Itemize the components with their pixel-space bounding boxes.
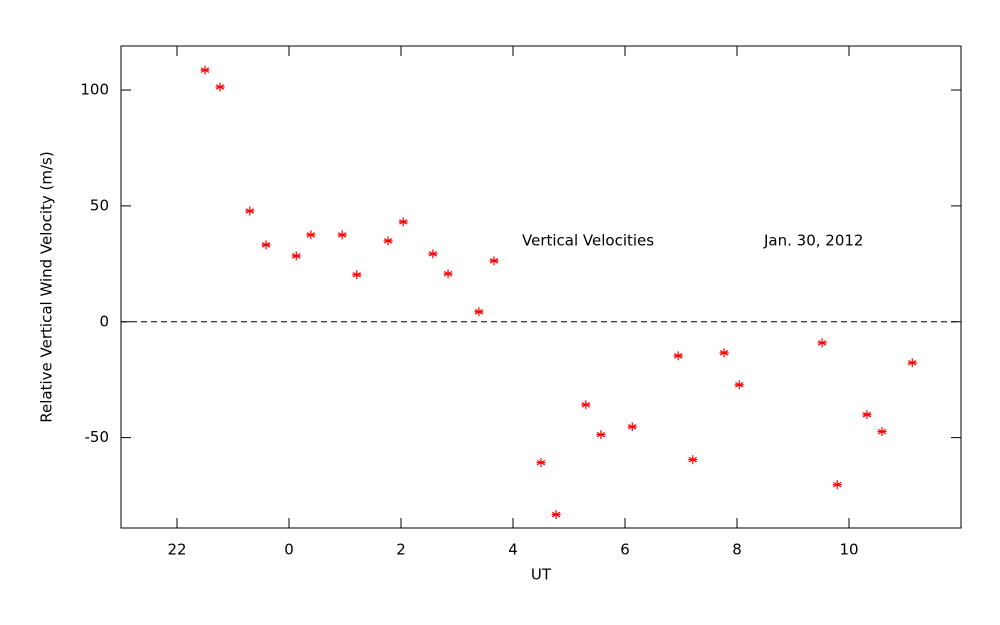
point (817, 338, 827, 348)
x-tick-label: 8 (732, 541, 742, 559)
x-tick-label: 22 (167, 541, 186, 559)
point (536, 458, 546, 468)
point (428, 249, 438, 259)
x-tick-label: 4 (508, 541, 518, 559)
point (306, 230, 316, 240)
point (261, 240, 271, 250)
y-tick-label: 100 (80, 81, 109, 99)
point (443, 269, 453, 279)
point (734, 380, 744, 390)
point (581, 400, 591, 410)
point (673, 351, 683, 361)
x-tick-label: 2 (396, 541, 406, 559)
point (551, 510, 561, 520)
y-axis-label: Relative Vertical Wind Velocity (m/s) (38, 151, 56, 422)
point (352, 270, 362, 280)
y-tick-label: 50 (90, 196, 109, 214)
point (215, 82, 225, 92)
point (862, 410, 872, 420)
point (383, 236, 393, 246)
point (627, 422, 637, 432)
point (489, 256, 499, 266)
point (398, 217, 408, 227)
x-tick-label: 6 (620, 541, 630, 559)
point (688, 455, 698, 465)
y-tick-label: -50 (85, 428, 110, 446)
point (832, 480, 842, 490)
x-tick-label: 0 (284, 541, 294, 559)
point (291, 251, 301, 261)
point (877, 427, 887, 437)
point (719, 348, 729, 358)
annotation: Vertical Velocities (522, 232, 654, 250)
annotation: Jan. 30, 2012 (763, 232, 863, 250)
x-tick-label: 10 (839, 541, 858, 559)
point (907, 358, 917, 368)
point (474, 307, 484, 317)
x-axis-label: UT (531, 566, 552, 584)
plot-frame (120, 45, 962, 529)
point (337, 230, 347, 240)
point (596, 430, 606, 440)
point (200, 65, 210, 75)
point (245, 206, 255, 216)
y-tick-label: 0 (99, 312, 109, 330)
